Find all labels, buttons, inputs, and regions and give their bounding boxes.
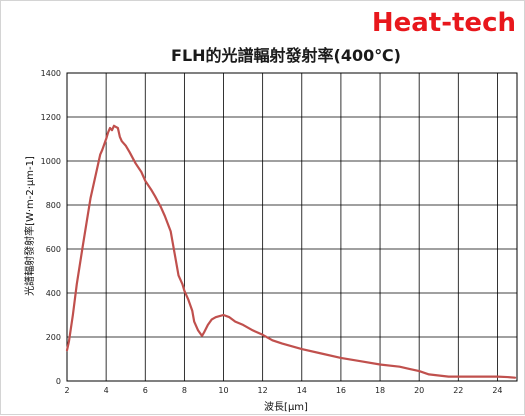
y-tick-label-6: 1200: [41, 113, 61, 122]
y-tick-label-4: 800: [46, 201, 61, 210]
y-tick-label-3: 600: [46, 245, 61, 254]
x-tick-label-3: 8: [182, 386, 187, 395]
plot-frame: [66, 72, 518, 382]
x-tick-label-4: 10: [218, 386, 228, 395]
y-tick-label-1: 200: [46, 333, 61, 342]
x-tick-label-9: 20: [414, 386, 424, 395]
y-axis-ticks: 0 200 400 600 800 1000 1200 1400: [41, 69, 61, 386]
y-tick-label-2: 400: [46, 289, 61, 298]
grid-lines: [67, 72, 517, 381]
heat-tech-logo: Heat-tech: [372, 8, 516, 38]
x-tick-label-10: 22: [453, 386, 463, 395]
x-tick-label-2: 6: [143, 386, 148, 395]
y-tick-label-7: 1400: [41, 69, 61, 78]
x-tick-label-7: 16: [336, 386, 346, 395]
y-axis-label: 光譜輻射發射率[W·m-2·μm-1]: [23, 156, 36, 296]
y-tick-label-5: 1000: [41, 157, 61, 166]
x-tick-label-1: 4: [104, 386, 109, 395]
x-tick-label-11: 24: [492, 386, 502, 395]
series-layer: [65, 124, 517, 379]
x-tick-label-5: 12: [258, 386, 268, 395]
x-tick-label-8: 18: [375, 386, 385, 395]
x-tick-label-6: 14: [297, 386, 307, 395]
x-tick-label-0: 2: [64, 386, 69, 395]
series-line-0: [65, 124, 517, 379]
y-tick-label-0: 0: [56, 377, 61, 386]
x-axis-ticks: 2 4 6 8 10 12 14 16 18 20 22 24: [64, 386, 502, 395]
x-axis-label: 波長[μm]: [264, 400, 308, 413]
chart-title: FLH的光譜輻射發射率(400℃): [171, 46, 401, 65]
